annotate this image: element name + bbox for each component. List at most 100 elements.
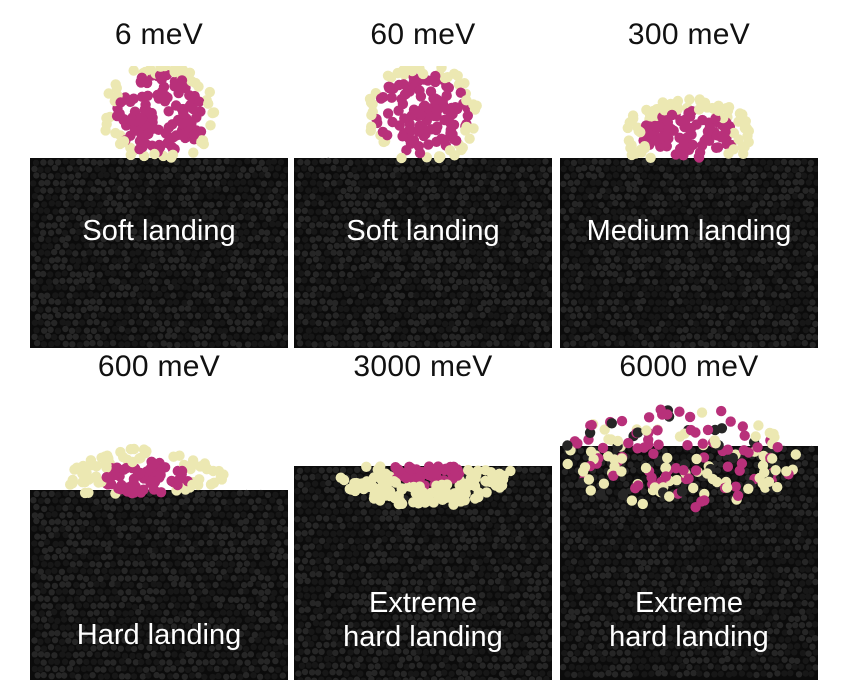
substrate-atom — [178, 666, 185, 673]
substrate-atom — [30, 221, 37, 228]
substrate-atom — [535, 201, 543, 209]
core-atom — [393, 79, 405, 91]
substrate-atom — [304, 466, 311, 473]
substrate-atom — [101, 623, 108, 631]
substrate-atom — [547, 221, 552, 228]
substrate-atom — [295, 530, 302, 537]
substrate-atom — [275, 165, 282, 172]
substrate-atom — [202, 271, 209, 278]
substrate-atom — [588, 278, 595, 286]
substrate-atom — [118, 270, 125, 277]
substrate-atom — [605, 257, 612, 264]
substrate-atom — [335, 166, 343, 173]
substrate-atom — [96, 256, 104, 264]
substrate-atom — [261, 567, 268, 574]
substrate-atom — [117, 299, 125, 306]
substrate-atom — [128, 581, 135, 589]
substrate-atom — [363, 179, 371, 186]
substrate-atom — [399, 208, 406, 215]
substrate-atom — [605, 173, 613, 180]
substrate-atom — [602, 291, 610, 298]
substrate-atom — [717, 341, 724, 348]
substrate-atom — [278, 299, 285, 306]
substrate-atom — [767, 186, 774, 194]
substrate-atom — [275, 540, 282, 547]
substrate-atom — [195, 560, 202, 568]
substrate-atom — [571, 228, 578, 235]
substrate-atom — [543, 493, 550, 501]
substrate-atom — [476, 236, 484, 244]
substrate-atom — [631, 263, 639, 271]
energy-label: 3000 meV — [353, 350, 493, 383]
substrate-atom — [172, 575, 180, 582]
substrate-atom — [59, 651, 66, 658]
substrate-atom — [102, 616, 110, 623]
substrate-atom — [251, 284, 258, 292]
substrate-atom — [409, 284, 416, 291]
substrate-atom — [271, 532, 278, 540]
substrate-atom — [305, 257, 313, 265]
substrate-atom — [592, 299, 599, 306]
substrate-atom — [121, 623, 128, 631]
substrate-atom — [61, 270, 68, 277]
substrate-atom — [444, 270, 451, 277]
substrate-atom — [714, 320, 722, 327]
substrate-atom — [178, 637, 185, 644]
substrate-atom — [136, 666, 143, 673]
substrate-atom — [751, 298, 759, 305]
substrate-atom — [525, 194, 532, 202]
substrate-atom — [247, 651, 255, 658]
substrate-atom — [693, 264, 700, 271]
substrate-atom — [191, 250, 198, 257]
substrate-atom — [739, 327, 746, 334]
substrate-atom — [479, 270, 486, 278]
substrate-atom — [208, 546, 215, 554]
substrate-atom — [529, 158, 536, 166]
shell-atom — [203, 98, 214, 109]
substrate-atom — [82, 270, 89, 277]
substrate-atom — [784, 305, 791, 312]
substrate-atom — [409, 242, 417, 250]
substrate-atom — [198, 610, 205, 617]
substrate-atom — [54, 339, 61, 347]
substrate-atom — [802, 200, 809, 207]
substrate-atom — [409, 340, 416, 348]
substrate-atom — [333, 215, 340, 222]
substrate-atom — [676, 173, 683, 180]
substrate-atom — [570, 299, 578, 306]
substrate-atom — [250, 616, 257, 623]
substrate-atom — [479, 536, 486, 543]
substrate-atom — [183, 179, 191, 186]
substrate-atom — [466, 213, 474, 221]
substrate-atom — [192, 264, 199, 271]
substrate-atom — [272, 242, 279, 250]
substrate-atom — [367, 215, 374, 222]
substrate-atom — [294, 473, 302, 481]
substrate-atom — [505, 264, 512, 271]
substrate-atom — [812, 320, 818, 328]
substrate-atom — [143, 638, 150, 645]
substrate-atom — [457, 215, 465, 222]
substrate-atom — [325, 173, 332, 180]
substrate-atom — [201, 602, 209, 609]
substrate-atom — [512, 474, 519, 481]
substrate-atom — [771, 277, 778, 284]
substrate-atom — [61, 229, 69, 237]
substrate-atom — [170, 292, 177, 299]
substrate-atom — [251, 172, 258, 179]
substrate-atom — [707, 208, 714, 215]
substrate-atom — [282, 305, 288, 313]
simulation-scene — [560, 66, 818, 348]
substrate-atom — [37, 595, 44, 602]
substrate-atom — [229, 186, 236, 194]
substrate-atom — [770, 179, 777, 186]
substrate-atom — [194, 630, 201, 638]
substrate-atom — [742, 263, 750, 270]
substrate-atom — [381, 201, 388, 208]
substrate-atom — [444, 536, 451, 543]
substrate-atom — [149, 665, 156, 673]
substrate-atom — [184, 622, 192, 630]
substrate-atom — [637, 166, 644, 174]
substrate-atom — [267, 165, 275, 172]
substrate-atom — [201, 617, 208, 624]
